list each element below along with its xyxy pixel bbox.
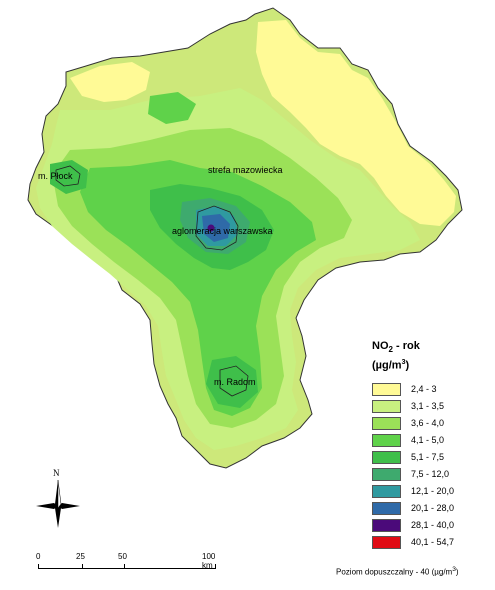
legend-rows: 2,4 - 3 3,1 - 3,5 3,6 - 4,0 4,1 - 5,0 5,1 - …	[372, 381, 490, 551]
legend-label: 2,4 - 3	[411, 384, 437, 395]
north-letter: N	[53, 468, 60, 478]
legend-swatch	[372, 535, 401, 549]
legend-swatch	[372, 518, 401, 532]
legend-item: 3,6 - 4,0	[372, 415, 490, 432]
legend-label: 20,1 - 28,0	[411, 503, 455, 514]
scale-mark	[82, 564, 83, 569]
legend-label: 7,5 - 12,0	[411, 469, 450, 480]
legend-label: 3,6 - 4,0	[411, 418, 445, 429]
legend-item: 4,1 - 5,0	[372, 432, 490, 449]
legend-title: NO2 - rok (µg/m3)	[372, 340, 420, 372]
scale-bar: 0 25 50 100 km	[30, 552, 220, 582]
zone-20-1-28-0	[202, 214, 230, 242]
scale-label-25: 25	[76, 552, 85, 561]
scale-label-50: 50	[118, 552, 127, 561]
plock-label: m. Płock	[38, 171, 73, 181]
legend-label: 3,1 - 3,5	[411, 401, 445, 412]
legend-item: 7,5 - 12,0	[372, 466, 490, 483]
legend-item: 40,1 - 54,7	[372, 534, 490, 551]
legend-swatch	[372, 501, 401, 515]
legend-item: 28,1 - 40,0	[372, 517, 490, 534]
scale-mark	[38, 564, 39, 569]
legend-swatch	[372, 433, 401, 447]
warszawa-boundary	[195, 205, 239, 251]
scale-label-100: 100 km	[202, 552, 216, 570]
limit-value-note: Poziom dopuszczalny - 40 (µg/m3)	[336, 566, 459, 577]
zone-5-1-7-5-radom	[206, 356, 258, 408]
zone-28-1-40-0	[207, 224, 215, 232]
legend-item: 20,1 - 28,0	[372, 500, 490, 517]
legend-label: 5,1 - 7,5	[411, 452, 445, 463]
legend-label: 40,1 - 54,7	[411, 537, 455, 548]
north-arrow-icon: N	[36, 468, 80, 528]
scale-line	[38, 568, 215, 569]
legend-label: 12,1 - 20,0	[411, 486, 455, 497]
legend-item: 5,1 - 7,5	[372, 449, 490, 466]
zone-5-1-7-5-plock	[50, 160, 88, 194]
scale-mark	[124, 564, 125, 569]
legend-label: 28,1 - 40,0	[411, 520, 455, 531]
scale-label-0: 0	[36, 552, 41, 561]
warszawa-label: aglomeracja warszawska	[172, 226, 273, 236]
radom-label: m. Radom	[214, 377, 256, 387]
legend-item: 3,1 - 3,5	[372, 398, 490, 415]
radom-boundary	[219, 365, 249, 397]
plock-boundary	[55, 165, 81, 187]
scale-mark	[215, 564, 216, 569]
legend-item: 12,1 - 20,0	[372, 483, 490, 500]
legend-swatch	[372, 399, 401, 413]
strefa-mazowiecka-label: strefa mazowiecka	[208, 165, 283, 175]
legend-swatch	[372, 484, 401, 498]
legend-swatch	[372, 382, 401, 396]
legend-swatch	[372, 416, 401, 430]
zone-2-4-3-northeast	[256, 20, 456, 226]
legend-swatch	[372, 467, 401, 481]
legend: NO2 - rok (µg/m3) 2,4 - 3 3,1 - 3,5 3,6 - …	[372, 340, 490, 551]
zone-4-1-5-0-north	[148, 92, 196, 124]
legend-item: 2,4 - 3	[372, 381, 490, 398]
zone-2-4-3-west	[70, 62, 150, 102]
legend-label: 4,1 - 5,0	[411, 435, 445, 446]
legend-swatch	[372, 450, 401, 464]
